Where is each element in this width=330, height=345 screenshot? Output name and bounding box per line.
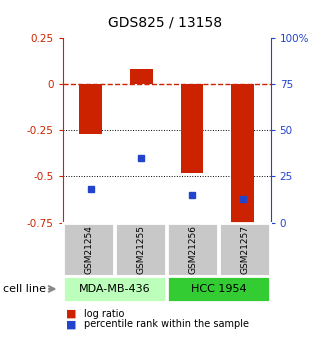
Text: GSM21254: GSM21254 — [84, 225, 93, 274]
Text: ■: ■ — [66, 319, 77, 329]
Text: GSM21256: GSM21256 — [188, 225, 197, 274]
Text: ■: ■ — [66, 309, 77, 319]
Text: cell line: cell line — [3, 284, 46, 294]
Text: percentile rank within the sample: percentile rank within the sample — [84, 319, 249, 329]
Bar — [231, 84, 254, 228]
Bar — [181, 84, 203, 173]
Text: GDS825 / 13158: GDS825 / 13158 — [108, 16, 222, 30]
Text: MDA-MB-436: MDA-MB-436 — [79, 284, 150, 294]
Text: HCC 1954: HCC 1954 — [191, 284, 247, 294]
Text: GSM21255: GSM21255 — [136, 225, 145, 274]
Text: log ratio: log ratio — [84, 309, 124, 319]
Bar — [130, 69, 153, 84]
Text: GSM21257: GSM21257 — [240, 225, 249, 274]
Bar — [79, 84, 102, 134]
